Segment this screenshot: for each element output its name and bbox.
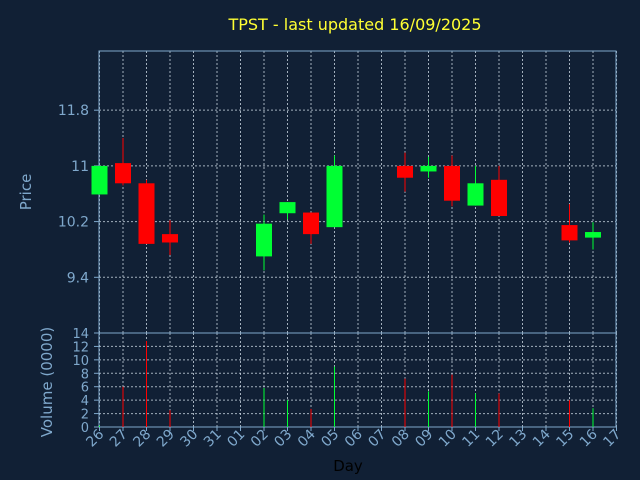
candle-body (467, 183, 484, 206)
candle-body (326, 165, 343, 228)
x-tick-label: 16 (577, 426, 601, 450)
candle-28 (138, 179, 155, 244)
x-tick-label: 29 (154, 427, 178, 451)
candle-15 (561, 204, 578, 243)
candle-03 (279, 202, 296, 220)
volume-tick-label: 2 (81, 408, 89, 423)
x-tick-label: 15 (553, 427, 577, 451)
candle-body (397, 165, 413, 178)
candle-16 (585, 222, 601, 250)
candle-27 (115, 138, 131, 186)
volume-grid (99, 332, 617, 428)
price-tick-label: 11 (71, 159, 89, 175)
price-tick-label: 11.8 (58, 103, 89, 119)
x-tick-label: 14 (530, 426, 554, 450)
candle-body (256, 223, 272, 257)
candle-26 (91, 165, 108, 195)
candle-body (91, 165, 108, 195)
volume-tick-label: 0 (81, 421, 89, 436)
candle-body (444, 165, 460, 201)
volume-axis-label: Volume (0000) (38, 327, 56, 437)
x-tick-label: 02 (248, 427, 272, 451)
price-axis: 9.4 10.2 11 11.8 (58, 103, 99, 286)
price-tick-label: 9.4 (67, 270, 89, 286)
volume-tick-label: 4 (81, 394, 89, 409)
y-axis-label: Price (17, 174, 35, 211)
volume-plot-frame (98, 332, 617, 428)
price-tick-label: 10.2 (58, 215, 89, 231)
candle-body (585, 232, 601, 238)
candle-body (303, 212, 319, 235)
volume-bars (99, 341, 594, 427)
candle-body (561, 225, 578, 241)
candle-02 (256, 214, 272, 271)
x-tick-label: 03 (271, 427, 295, 451)
x-tick-label: 17 (600, 427, 624, 451)
candle-10 (444, 155, 460, 207)
x-tick-label: 13 (506, 427, 530, 451)
x-axis-label: Day (333, 457, 363, 475)
candle-body (279, 202, 296, 214)
chart-title: TPST - last updated 16/09/2025 (227, 15, 481, 34)
candle-08 (397, 152, 413, 192)
x-tick-label: 10 (436, 427, 460, 451)
x-tick-label: 05 (318, 427, 342, 451)
volume-tick-label: 12 (72, 340, 89, 355)
price-grid (99, 51, 617, 333)
volume-tick-label: 8 (81, 367, 89, 382)
x-tick-label: 12 (483, 427, 507, 451)
x-axis: 26 27 28 29 30 31 01 02 03 04 05 06 07 08 09 10 11 12 13 14… (83, 426, 624, 450)
candle-body (138, 183, 155, 244)
x-tick-label: 27 (107, 427, 131, 451)
x-tick-label: 09 (412, 427, 436, 451)
x-tick-label: 04 (295, 426, 319, 450)
x-tick-label: 08 (389, 427, 413, 451)
volume-tick-label: 10 (72, 354, 89, 369)
x-tick-label: 07 (365, 427, 389, 451)
x-tick-label: 28 (130, 427, 154, 451)
candles (91, 138, 601, 271)
x-tick-label: 06 (342, 426, 366, 450)
candle-05 (326, 155, 343, 228)
volume-tick-label: 6 (81, 381, 89, 396)
candle-body (115, 163, 131, 184)
candle-body (491, 179, 507, 217)
candle-12 (491, 165, 507, 217)
candle-body (420, 165, 437, 172)
x-tick-label: 30 (177, 427, 201, 451)
candle-09 (420, 156, 437, 178)
candle-11 (467, 165, 484, 206)
x-tick-label: 31 (201, 427, 225, 451)
candle-body (162, 234, 178, 243)
x-tick-label: 01 (224, 427, 248, 451)
candle-29 (162, 220, 178, 256)
x-tick-label: 11 (459, 427, 483, 451)
candle-04 (303, 212, 319, 244)
volume-tick-label: 14 (72, 327, 89, 342)
